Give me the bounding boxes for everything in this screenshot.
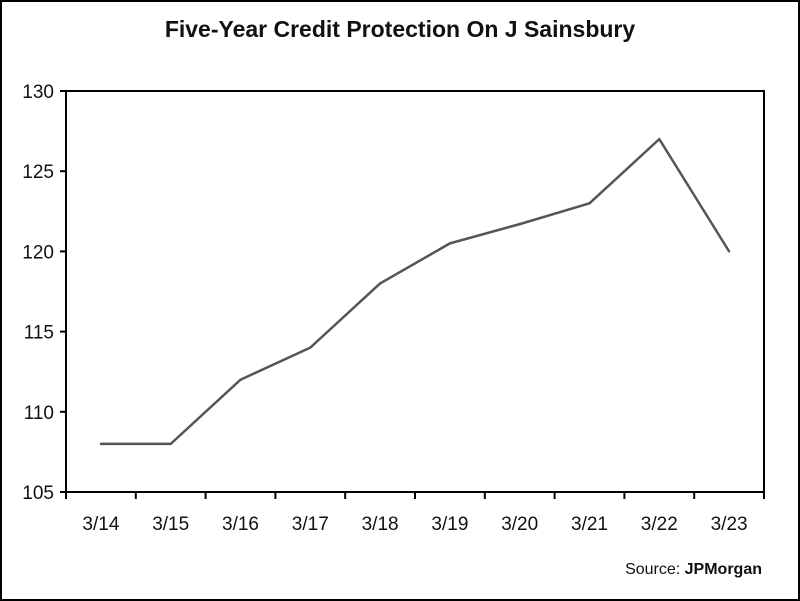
x-tick-label-3/21: 3/21 — [571, 514, 608, 535]
y-tick-label-110: 110 — [24, 403, 54, 424]
y-tick-label-125: 125 — [22, 162, 54, 183]
x-tick-label-3/16: 3/16 — [222, 514, 259, 535]
x-tick-label-3/19: 3/19 — [431, 514, 468, 535]
data-point-3/21 — [588, 202, 591, 205]
data-point-3/23 — [727, 250, 731, 253]
y-tick-label-130: 130 — [22, 82, 54, 103]
data-point-3/22 — [658, 137, 661, 141]
x-tick-label-3/23: 3/23 — [711, 514, 748, 535]
source-name: JPMorgan — [684, 561, 762, 578]
plot-area-border — [65, 90, 765, 493]
chart-title: Five-Year Credit Protection On J Sainsbu… — [164, 16, 636, 42]
y-tick-label-120: 120 — [22, 242, 54, 263]
x-tick-label-3/20: 3/20 — [501, 514, 538, 535]
x-tick-label-3/14: 3/14 — [82, 514, 119, 535]
series-line — [100, 137, 731, 446]
data-point-3/16 — [239, 378, 242, 381]
x-tick-label-3/17: 3/17 — [292, 514, 329, 535]
data-point-3/15 — [169, 442, 172, 446]
data-point-3/17 — [309, 346, 312, 349]
y-tick-label-105: 105 — [22, 483, 54, 504]
data-point-3/19 — [448, 242, 452, 245]
source-note: Source: JPMorgan — [625, 561, 762, 579]
x-tick-label-3/18: 3/18 — [362, 514, 399, 535]
data-point-3/20 — [518, 222, 521, 226]
data-point-3/14 — [99, 442, 103, 446]
y-tick-label-115: 115 — [24, 323, 54, 344]
x-tick-label-3/22: 3/22 — [641, 514, 678, 535]
x-tick-label-3/15: 3/15 — [152, 514, 189, 535]
data-point-3/18 — [378, 282, 382, 285]
source-label: Source: — [625, 561, 681, 578]
